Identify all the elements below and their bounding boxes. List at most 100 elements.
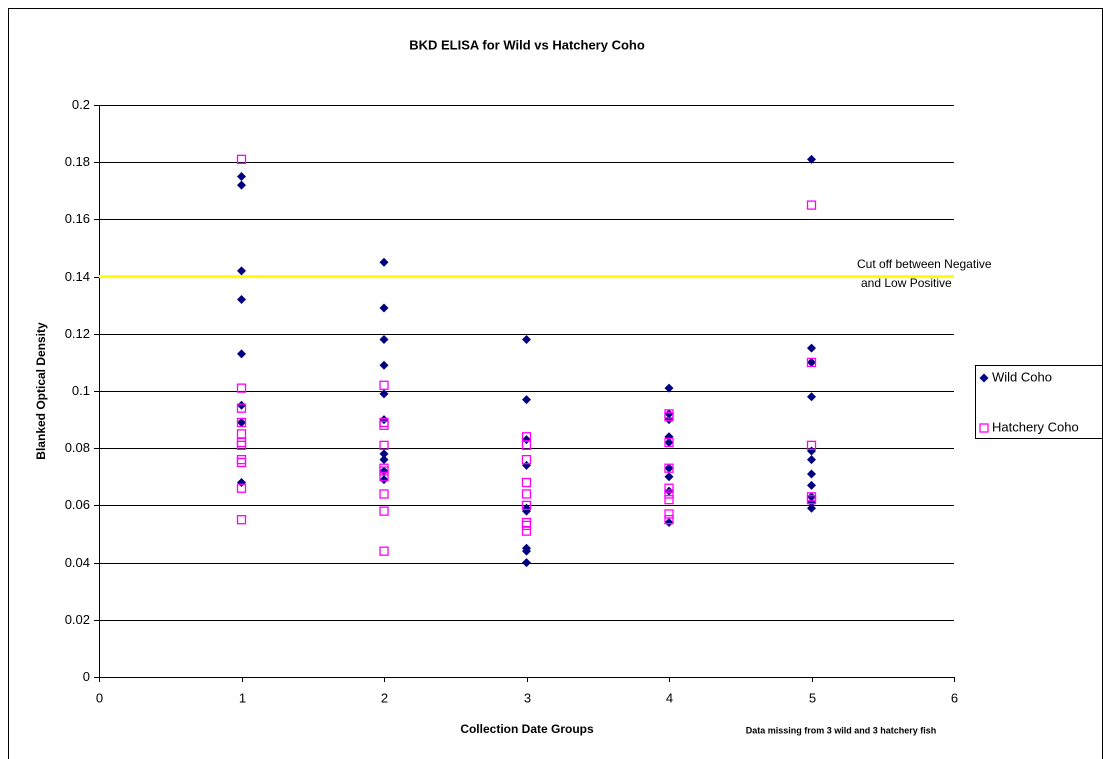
legend-label: Wild Coho [992, 369, 1052, 384]
point [521, 440, 532, 450]
point [664, 409, 674, 419]
point [236, 429, 247, 439]
point [379, 360, 389, 370]
point [237, 349, 246, 359]
y-tick-label: 0.02 [65, 612, 90, 627]
point [521, 520, 532, 531]
y-tick-label: 0.12 [65, 326, 90, 341]
point [807, 343, 816, 353]
point [379, 546, 389, 556]
point [237, 417, 246, 427]
point [237, 172, 246, 181]
y-tick-label: 0.2 [72, 97, 90, 112]
point [664, 509, 674, 519]
point [379, 380, 389, 390]
point [521, 500, 532, 511]
point [379, 506, 389, 516]
cutoff-label: and Low Positive [861, 276, 952, 290]
chart-title: BKD ELISA for Wild vs Hatchery Coho [409, 37, 645, 52]
point [237, 400, 246, 410]
point [664, 412, 674, 422]
x-tick-label: 0 [96, 690, 103, 705]
point [806, 357, 817, 368]
point [521, 454, 532, 465]
y-tick-label: 0.1 [72, 383, 90, 398]
point [236, 403, 247, 413]
point [521, 517, 532, 528]
point [236, 154, 247, 164]
point [236, 383, 247, 393]
point [664, 486, 674, 496]
point [522, 546, 531, 556]
x-tick-label: 4 [666, 690, 673, 705]
x-axis-title: Collection Date Groups [460, 722, 594, 736]
x-tick-label: 3 [524, 690, 531, 705]
point [379, 389, 389, 399]
point [379, 415, 389, 425]
point [807, 492, 816, 502]
point [664, 463, 674, 473]
point [379, 303, 389, 313]
y-tick-label: 0.18 [65, 154, 90, 169]
point [664, 489, 674, 499]
y-axis-title: Blanked Optical Density [34, 322, 48, 460]
point [664, 518, 674, 528]
point [521, 489, 532, 499]
point [379, 472, 389, 482]
point [521, 477, 532, 488]
legend-marker [979, 373, 989, 383]
point [236, 440, 247, 450]
point [807, 480, 816, 490]
cutoff-label: Cut off between Negative [857, 257, 992, 271]
point [379, 455, 389, 465]
point [807, 503, 816, 513]
point [806, 200, 817, 210]
point [807, 154, 816, 164]
point [664, 463, 674, 473]
point [379, 466, 389, 476]
point [236, 515, 247, 525]
point [236, 454, 247, 465]
point [664, 437, 674, 447]
point [379, 440, 389, 450]
point [522, 435, 531, 445]
point [807, 455, 816, 465]
point [237, 180, 246, 190]
point [522, 558, 531, 568]
y-tick-label: 0.06 [65, 497, 90, 512]
point [664, 483, 674, 493]
point [521, 526, 532, 536]
legend-label: Hatchery Coho [992, 419, 1079, 434]
point [522, 335, 531, 345]
y-tick-label: 0.08 [65, 440, 90, 455]
point [379, 466, 389, 476]
legend-marker [979, 423, 989, 433]
point [237, 294, 246, 304]
point [379, 475, 389, 485]
point [236, 437, 247, 448]
y-tick-label: 0.04 [65, 555, 90, 570]
chart-frame [8, 8, 1103, 759]
point [664, 472, 674, 482]
x-tick-label: 6 [951, 690, 958, 705]
point [236, 457, 247, 468]
y-tick-label: 0 [83, 669, 90, 684]
point [664, 495, 674, 505]
point [236, 417, 247, 428]
point [664, 515, 674, 525]
point [379, 257, 389, 267]
point [807, 446, 816, 456]
point [807, 392, 816, 402]
x-tick-label: 1 [239, 690, 246, 705]
point [237, 266, 246, 276]
y-tick-label: 0.14 [65, 269, 90, 284]
point [379, 489, 389, 499]
point [664, 383, 674, 393]
y-tick-label: 0.16 [65, 211, 90, 226]
point [379, 335, 389, 345]
footnote: Data missing from 3 wild and 3 hatchery … [746, 725, 937, 735]
x-tick-label: 2 [381, 690, 388, 705]
point [806, 495, 817, 505]
point [522, 395, 531, 405]
